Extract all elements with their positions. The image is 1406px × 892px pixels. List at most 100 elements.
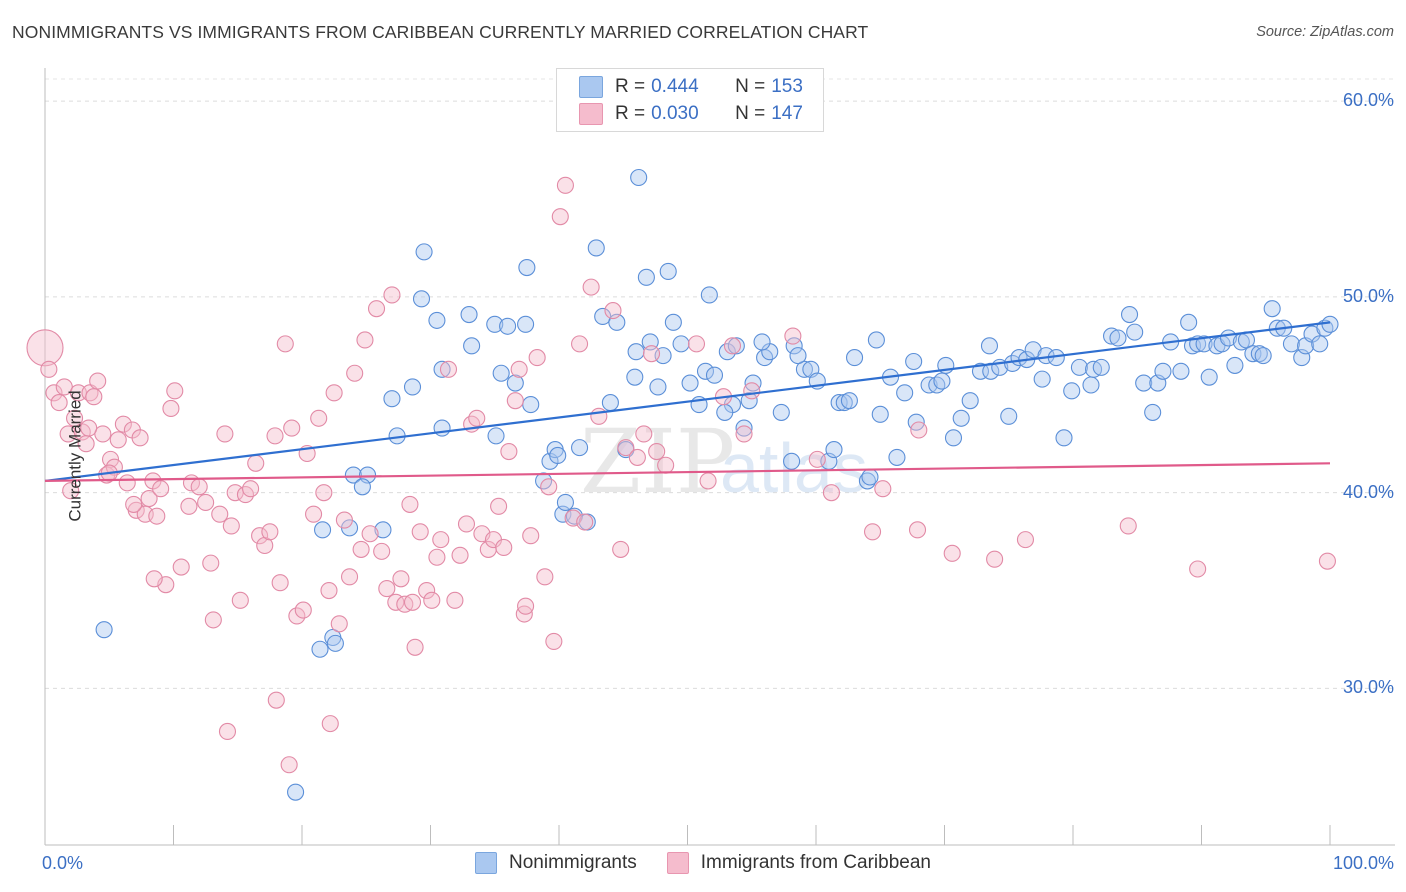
data-point (266, 427, 284, 445)
data-point (261, 523, 279, 541)
legend-item-caribbean[interactable]: Immigrants from Caribbean (666, 852, 931, 874)
data-point (659, 262, 677, 281)
data-point (222, 517, 240, 535)
data-point (863, 523, 882, 541)
data-point (528, 349, 546, 367)
legend-n-label: N = (735, 76, 766, 97)
data-point (80, 419, 98, 437)
data-point (664, 313, 682, 331)
data-point (335, 511, 353, 529)
data-point (723, 337, 742, 355)
data-point (840, 392, 858, 410)
data-point (735, 419, 753, 437)
legend-r-value: 0.030 (651, 103, 699, 124)
data-point (874, 480, 892, 498)
data-point (549, 446, 567, 465)
data-point (772, 403, 790, 421)
data-point (1109, 329, 1127, 347)
data-point (487, 427, 505, 445)
legend-row-caribbean: R = 0.030 N = 147 (579, 101, 803, 127)
data-point (518, 258, 536, 277)
legend-swatch-pink (666, 852, 689, 874)
data-point (517, 315, 535, 333)
data-point (604, 302, 622, 320)
data-point (795, 360, 813, 378)
legend-n-value: 153 (771, 76, 803, 97)
data-point (681, 374, 699, 392)
data-point (1119, 517, 1137, 535)
data-point (131, 429, 149, 447)
data-point (700, 286, 718, 304)
data-point (943, 544, 961, 562)
data-point (468, 409, 486, 427)
data-point (582, 278, 600, 296)
data-point (1321, 315, 1339, 333)
data-point (383, 286, 401, 304)
data-point (145, 570, 163, 588)
trend-lines (44, 321, 1331, 483)
data-point (321, 715, 339, 733)
legend-item-nonimmigrants[interactable]: Nonimmigrants (475, 852, 637, 874)
data-point (412, 290, 431, 308)
data-point (101, 450, 120, 468)
data-point (783, 452, 801, 470)
data-point (571, 439, 589, 457)
data-point (457, 515, 476, 533)
data-point (495, 538, 513, 557)
data-point (500, 442, 518, 461)
data-point (62, 482, 80, 500)
data-point (1063, 382, 1081, 400)
data-point (871, 405, 889, 423)
series-legend: Nonimmigrants Immigrants from Caribbean (0, 852, 1406, 874)
x-tick-label: 0.0% (42, 853, 84, 873)
data-point (672, 335, 690, 353)
data-point (330, 615, 348, 633)
data-point (637, 268, 655, 286)
data-point (310, 409, 328, 427)
data-points (26, 168, 1339, 801)
chart-title: NONIMMIGRANTS VS IMMIGRANTS FROM CARIBBE… (12, 22, 869, 42)
data-point (148, 507, 166, 525)
data-point (626, 368, 644, 386)
data-point (374, 521, 392, 539)
y-tick-label: 60.0% (1342, 90, 1394, 111)
data-point (1200, 368, 1218, 386)
legend-r-label: R = (615, 76, 646, 97)
data-point (944, 429, 963, 447)
x-tick-label: 100.0% (1332, 853, 1394, 873)
data-point (125, 495, 143, 513)
data-point (825, 441, 843, 459)
data-point (218, 722, 237, 741)
data-point (627, 343, 645, 361)
data-point (617, 439, 635, 457)
data-point (556, 493, 574, 511)
legend-r-label: R = (615, 103, 646, 124)
data-point (830, 394, 848, 412)
data-point (571, 335, 589, 353)
data-point (986, 550, 1004, 568)
data-point (687, 335, 706, 353)
data-point (418, 581, 436, 600)
data-point (109, 431, 127, 449)
data-point (1055, 429, 1073, 447)
data-point (140, 489, 158, 508)
data-point (451, 546, 469, 564)
legend-row-nonimmigrants: R = 0.444 N = 153 (579, 74, 803, 100)
data-point (1189, 560, 1207, 578)
data-point (556, 176, 574, 194)
data-point (344, 466, 362, 484)
data-point (522, 396, 540, 414)
data-point (699, 472, 717, 490)
legend-swatch-blue (579, 76, 603, 98)
data-point (50, 394, 68, 412)
data-point (696, 362, 715, 380)
data-point (896, 384, 914, 402)
data-point (601, 394, 619, 412)
data-point (190, 478, 208, 496)
data-point (753, 333, 771, 351)
legend-label-nonimmigrants: Nonimmigrants (509, 852, 637, 873)
data-point (231, 591, 249, 609)
series-nonimmigrants (95, 168, 1339, 801)
data-point (735, 425, 753, 443)
